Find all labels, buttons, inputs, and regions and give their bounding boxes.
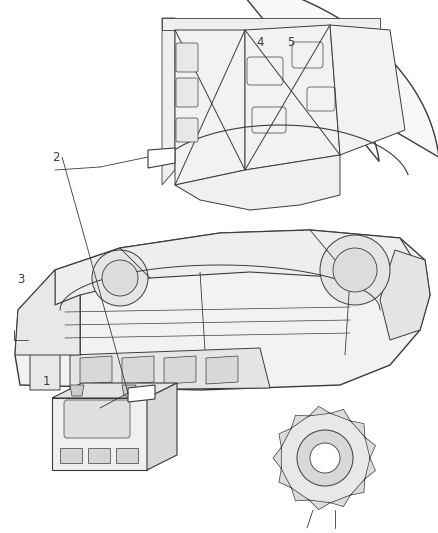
Polygon shape — [350, 479, 365, 495]
Polygon shape — [148, 148, 175, 168]
Polygon shape — [273, 447, 281, 469]
Polygon shape — [175, 155, 340, 210]
Bar — [116, 448, 138, 463]
Polygon shape — [245, 25, 340, 170]
Bar — [60, 448, 82, 463]
Polygon shape — [52, 398, 147, 470]
Polygon shape — [175, 30, 245, 185]
FancyBboxPatch shape — [176, 118, 198, 142]
Polygon shape — [206, 356, 238, 384]
Polygon shape — [80, 356, 112, 384]
Polygon shape — [309, 406, 330, 416]
Text: 1: 1 — [43, 375, 50, 387]
Text: 4: 4 — [257, 36, 265, 49]
Circle shape — [310, 443, 340, 473]
Circle shape — [333, 248, 377, 292]
Polygon shape — [15, 230, 430, 390]
Polygon shape — [55, 230, 420, 305]
Polygon shape — [309, 500, 330, 510]
Polygon shape — [15, 270, 80, 355]
Circle shape — [297, 430, 353, 486]
FancyBboxPatch shape — [176, 78, 198, 107]
Circle shape — [102, 260, 138, 296]
Text: 3: 3 — [17, 273, 24, 286]
Polygon shape — [70, 385, 84, 396]
Polygon shape — [128, 385, 155, 402]
Polygon shape — [365, 458, 375, 479]
Polygon shape — [380, 250, 430, 340]
FancyBboxPatch shape — [64, 400, 130, 438]
Polygon shape — [213, 0, 438, 161]
Polygon shape — [70, 348, 270, 390]
Polygon shape — [330, 409, 350, 421]
Polygon shape — [330, 495, 350, 507]
Polygon shape — [350, 421, 365, 437]
Polygon shape — [30, 340, 60, 390]
Polygon shape — [291, 415, 309, 428]
Polygon shape — [365, 437, 375, 458]
Polygon shape — [122, 385, 136, 396]
Circle shape — [320, 235, 390, 305]
Polygon shape — [52, 383, 177, 398]
Polygon shape — [122, 356, 154, 384]
Polygon shape — [162, 18, 380, 30]
Polygon shape — [162, 18, 175, 185]
Circle shape — [280, 413, 370, 503]
Bar — [88, 448, 110, 463]
Polygon shape — [164, 356, 196, 384]
Circle shape — [92, 250, 148, 306]
Text: 2: 2 — [52, 151, 59, 164]
Polygon shape — [147, 383, 177, 470]
Polygon shape — [330, 25, 405, 155]
FancyBboxPatch shape — [176, 43, 198, 72]
Polygon shape — [279, 469, 291, 488]
Polygon shape — [291, 488, 309, 501]
Polygon shape — [279, 428, 291, 447]
Text: 5: 5 — [288, 36, 295, 49]
